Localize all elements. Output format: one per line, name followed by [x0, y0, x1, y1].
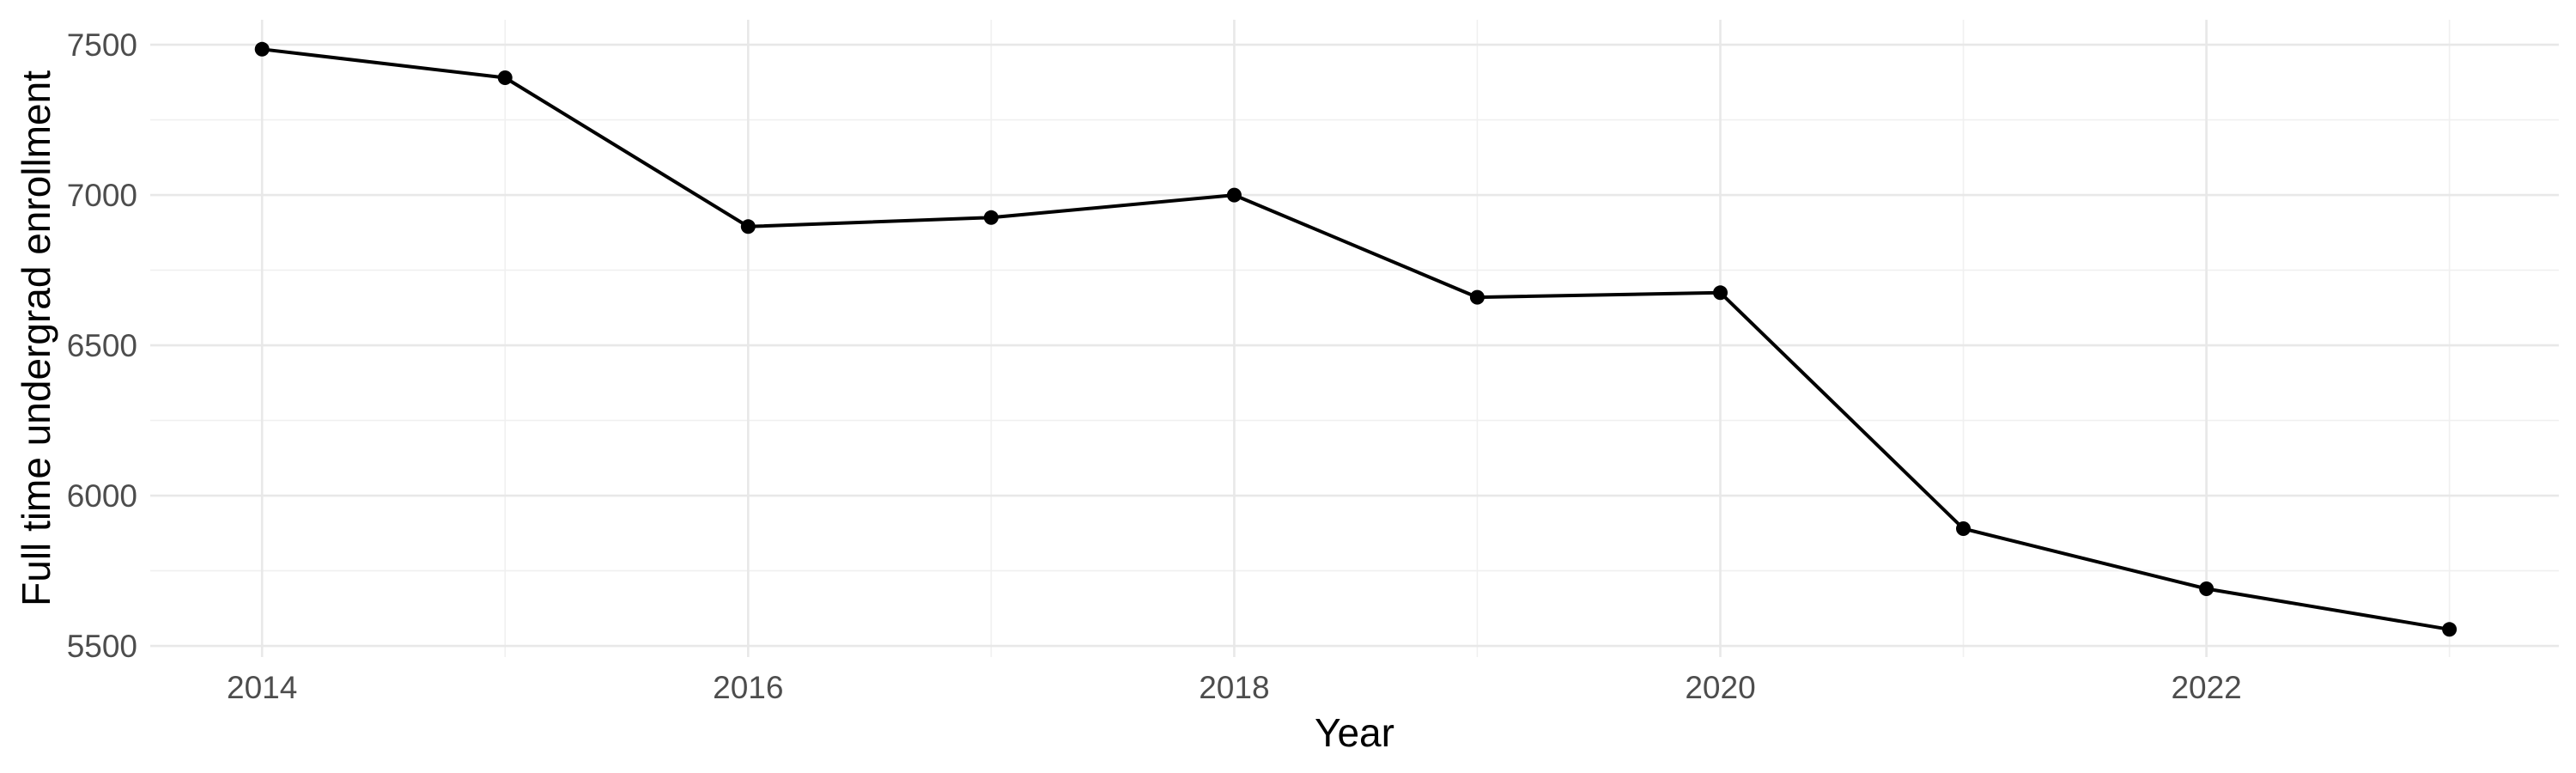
data-point	[1956, 521, 1971, 536]
series-line	[260, 47, 2451, 631]
y-tick-label: 6000	[67, 478, 137, 514]
x-tick-label: 2016	[713, 670, 783, 705]
x-tick-label: 2018	[1199, 670, 1269, 705]
y-axis-title-text: Full time undergrad enrollment	[14, 70, 58, 606]
y-axis-title: Full time undergrad enrollment	[12, 20, 60, 657]
data-point	[2199, 581, 2215, 596]
data-point	[1713, 285, 1728, 301]
data-point	[1469, 289, 1485, 305]
data-point	[1226, 187, 1242, 203]
data-point	[983, 210, 999, 225]
data-point	[254, 41, 270, 57]
x-tick-label: 2014	[227, 670, 297, 705]
data-point	[740, 219, 756, 234]
y-tick-label: 7500	[67, 27, 137, 63]
y-tick-label: 5500	[67, 629, 137, 664]
data-point	[497, 70, 513, 85]
y-tick-label: 6500	[67, 328, 137, 363]
x-tick-label: 2020	[1685, 670, 1755, 705]
x-tick-label: 2022	[2171, 670, 2241, 705]
data-point	[2442, 622, 2458, 637]
y-tick-label: 7000	[67, 178, 137, 213]
x-axis-title: Year	[1315, 710, 1394, 755]
